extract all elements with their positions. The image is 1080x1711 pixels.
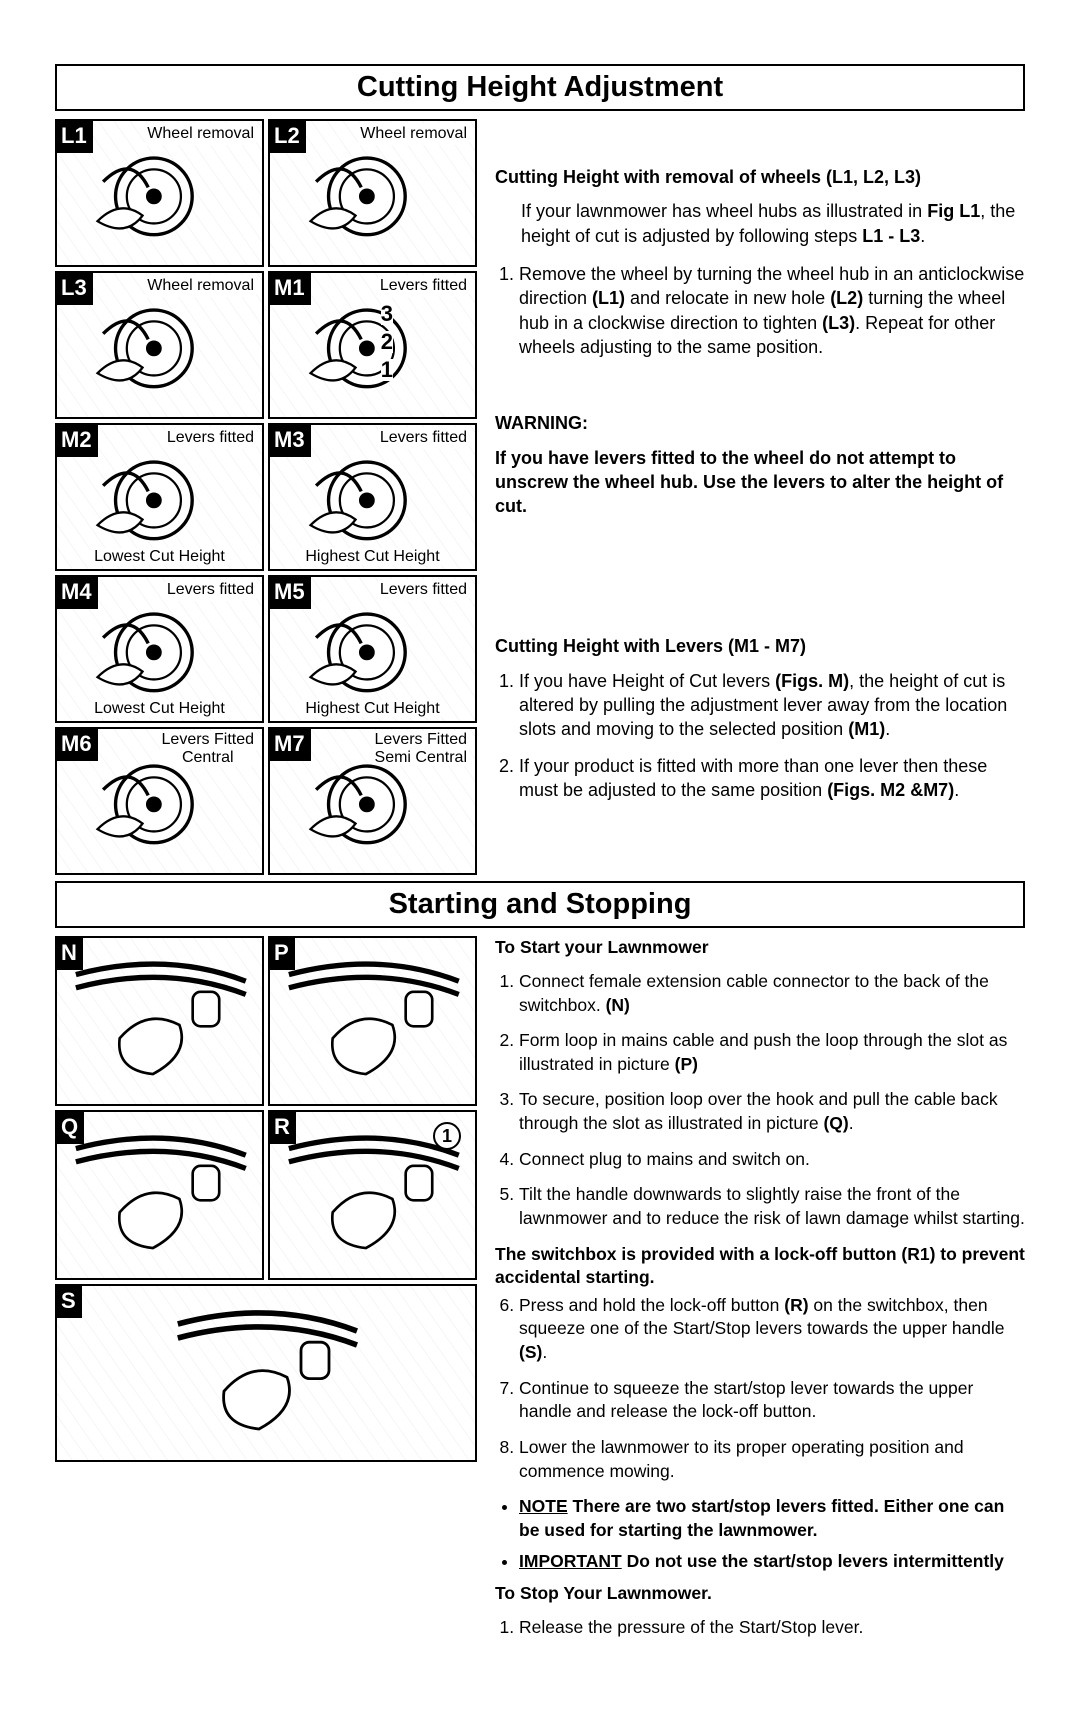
heading-stop: To Stop Your Lawnmower.: [495, 1582, 1025, 1606]
stop-step-1: Release the pressure of the Start/Stop l…: [519, 1616, 1025, 1640]
diagram-L3: L3Wheel removal: [55, 271, 264, 419]
step-levers-1: If you have Height of Cut levers (Figs. …: [519, 669, 1025, 742]
section2-diagrams: N P Q R1 S: [55, 936, 477, 1651]
diagram-tag: R: [268, 1110, 296, 1144]
diagram-illustration: [67, 131, 252, 255]
note-bullet: NOTE There are two start/stop levers fit…: [519, 1495, 1025, 1542]
diagram-L1: L1Wheel removal: [55, 119, 264, 267]
start-step-6: Press and hold the lock-off button (R) o…: [519, 1294, 1025, 1365]
diagram-N: N: [55, 936, 264, 1106]
diagram-tag: L3: [55, 271, 93, 305]
diagram-M1: M1Levers fitted321: [268, 271, 477, 419]
diagram-illustration: [280, 131, 465, 255]
diagram-illustration: [67, 283, 252, 407]
start-step-2: Form loop in mains cable and push the lo…: [519, 1029, 1025, 1076]
diagram-tag: M6: [55, 727, 98, 761]
diagram-tag: M3: [268, 423, 311, 457]
diagram-illustration: [67, 1122, 252, 1268]
diagram-tag: L1: [55, 119, 93, 153]
diagram-tag: M2: [55, 423, 98, 457]
section2-text: To Start your Lawnmower Connect female e…: [495, 936, 1025, 1651]
step-wheel-removal: Remove the wheel by turning the wheel hu…: [519, 262, 1025, 359]
section1-diagrams: L1Wheel removalL2Wheel removalL3Wheel re…: [55, 119, 477, 875]
start-step-8: Lower the lawnmower to its proper operat…: [519, 1436, 1025, 1483]
warning-text: If you have levers fitted to the wheel d…: [495, 446, 1025, 519]
heading-levers: Cutting Height with Levers (M1 - M7): [495, 634, 1025, 658]
diagram-M2: M2Levers fittedLowest Cut Height: [55, 423, 264, 571]
diagram-tag: P: [268, 936, 295, 970]
diagram-illustration: [280, 948, 465, 1094]
lockoff-note: The switchbox is provided with a lock-of…: [495, 1243, 1025, 1290]
diagram-M5: M5Levers fittedHighest Cut Height: [268, 575, 477, 723]
diagram-tag: M4: [55, 575, 98, 609]
diagram-M7: M7Levers Fitted Semi Central: [268, 727, 477, 875]
diagram-tag: M1: [268, 271, 311, 305]
diagram-M4: M4Levers fittedLowest Cut Height: [55, 575, 264, 723]
section-header-startstop: Starting and Stopping: [55, 881, 1025, 928]
important-bullet: IMPORTANT Do not use the start/stop leve…: [519, 1550, 1025, 1574]
warning-label: WARNING:: [495, 411, 1025, 435]
diagram-tag: Q: [55, 1110, 84, 1144]
diagram-tag: M7: [268, 727, 311, 761]
diagram-tag: N: [55, 936, 83, 970]
diagram-illustration: [67, 948, 252, 1094]
diagram-numbers: 321: [381, 297, 393, 387]
diagram-R: R1: [268, 1110, 477, 1280]
section-title-start: Starting and Stopping: [63, 885, 1017, 924]
start-step-1: Connect female extension cable connector…: [519, 970, 1025, 1017]
section-header-cutting: Cutting Height Adjustment: [55, 64, 1025, 111]
diagram-illustration: [67, 1296, 465, 1450]
section2-columns: N P Q R1 S To Start your Lawnmower Connect f…: [55, 936, 1025, 1651]
diagram-P: P: [268, 936, 477, 1106]
section1-columns: L1Wheel removalL2Wheel removalL3Wheel re…: [55, 119, 1025, 875]
start-step-5: Tilt the handle downwards to slightly ra…: [519, 1183, 1025, 1230]
diagram-tag: M5: [268, 575, 311, 609]
diagram-M6: M6Levers Fitted Central: [55, 727, 264, 875]
heading-wheels: Cutting Height with removal of wheels (L…: [495, 165, 1025, 189]
para-wheels-intro: If your lawnmower has wheel hubs as illu…: [495, 199, 1025, 248]
heading-start: To Start your Lawnmower: [495, 936, 1025, 960]
section1-text: Cutting Height with removal of wheels (L…: [495, 119, 1025, 875]
diagram-L2: L2Wheel removal: [268, 119, 477, 267]
diagram-S: S: [55, 1284, 477, 1462]
section-title: Cutting Height Adjustment: [63, 68, 1017, 107]
start-step-4: Connect plug to mains and switch on.: [519, 1148, 1025, 1172]
start-step-7: Continue to squeeze the start/stop lever…: [519, 1377, 1025, 1424]
diagram-tag: S: [55, 1284, 82, 1318]
step-levers-2: If your product is fitted with more than…: [519, 754, 1025, 803]
diagram-tag: L2: [268, 119, 306, 153]
start-step-3: To secure, position loop over the hook a…: [519, 1088, 1025, 1135]
diagram-M3: M3Levers fittedHighest Cut Height: [268, 423, 477, 571]
diagram-Q: Q: [55, 1110, 264, 1280]
